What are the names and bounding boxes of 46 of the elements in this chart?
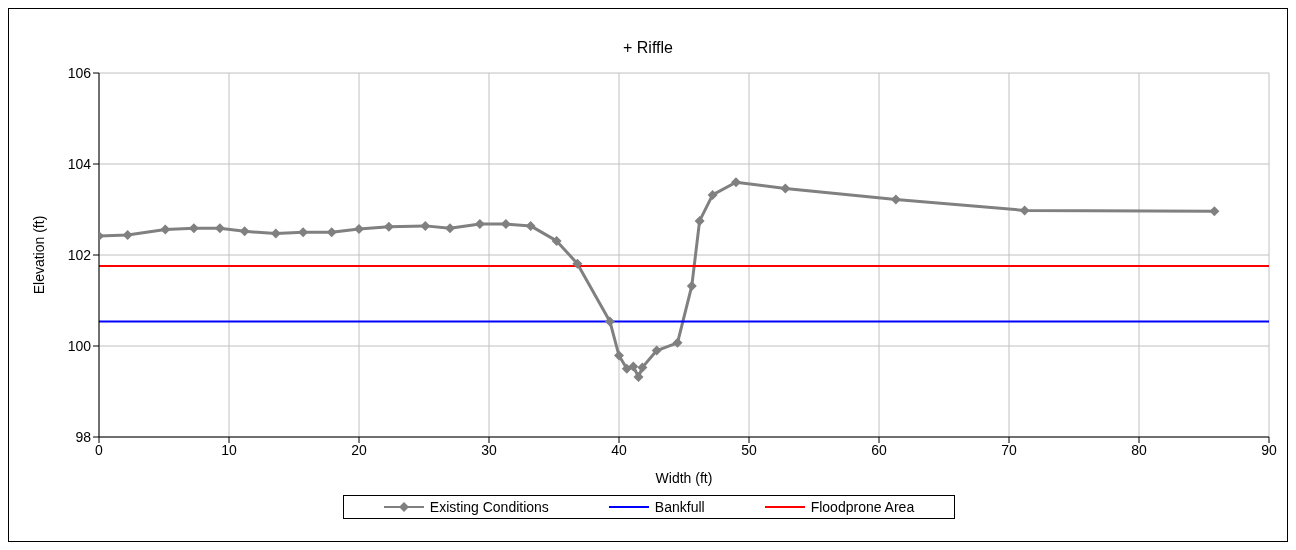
point — [637, 362, 648, 373]
point — [672, 337, 683, 348]
y-tick-label: 106 — [67, 64, 92, 81]
point — [572, 258, 583, 269]
y-tick-label: 98 — [75, 428, 92, 445]
point — [633, 371, 644, 382]
x-tick-label: 10 — [221, 441, 237, 458]
point — [445, 223, 455, 234]
point — [474, 219, 485, 230]
x-tick-label: 30 — [481, 441, 497, 458]
y-axis-title: Elevation (ft) — [30, 215, 47, 295]
x-tick-label: 50 — [741, 441, 757, 458]
point — [270, 228, 281, 239]
x-tick-label: 90 — [1261, 441, 1277, 458]
point — [780, 183, 791, 194]
x-tick-label: 60 — [871, 441, 887, 458]
y-tick-label: 100 — [67, 337, 92, 354]
legend-label: Floodprone Area — [809, 499, 915, 515]
point — [694, 215, 705, 226]
point — [551, 235, 562, 246]
point — [707, 189, 718, 200]
point — [122, 229, 133, 240]
x-axis-title: Width (ft) — [655, 470, 713, 486]
point — [354, 224, 364, 235]
point — [614, 350, 624, 361]
y-tick-label: 102 — [67, 246, 92, 263]
point — [731, 177, 741, 188]
legend-label: Bankfull — [653, 499, 705, 515]
y-tick-label: 104 — [67, 155, 92, 172]
point — [604, 316, 615, 327]
x-tick-label: 40 — [611, 441, 627, 458]
point — [1019, 205, 1030, 216]
point — [420, 220, 431, 231]
point — [525, 220, 536, 231]
point — [651, 345, 662, 356]
x-tick-label: 20 — [351, 441, 367, 458]
point — [628, 361, 639, 372]
point — [160, 224, 171, 235]
x-tick-label: 80 — [1131, 441, 1147, 458]
chart-title: + Riffle — [622, 39, 674, 57]
point — [890, 194, 901, 205]
x-tick-label: 70 — [1001, 441, 1017, 458]
x-tick-label: 0 — [95, 441, 104, 458]
point — [239, 226, 250, 237]
point — [1209, 206, 1220, 217]
legend-label: Existing Conditions — [428, 499, 549, 515]
